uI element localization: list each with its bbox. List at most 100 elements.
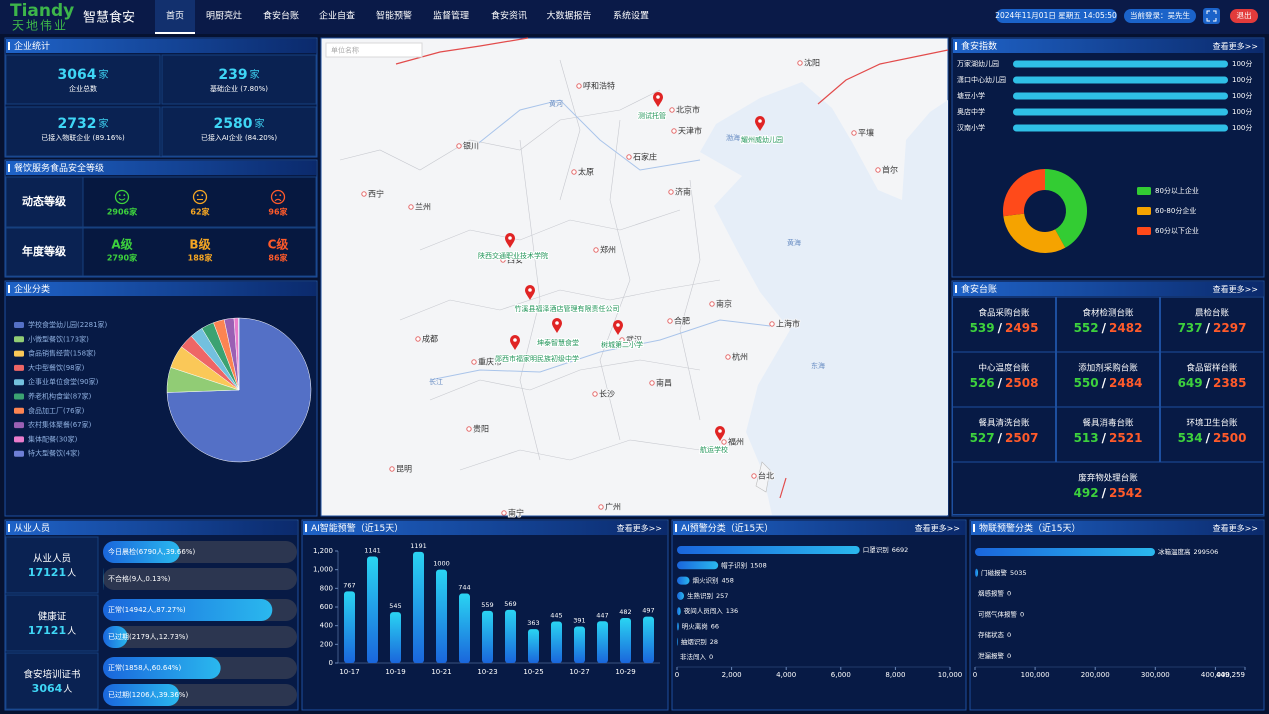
ledger-separator: / [1102, 376, 1107, 390]
value-label: 545 [389, 602, 401, 610]
ledger-name: 晨检台账 [1195, 308, 1230, 319]
more-link[interactable]: 查看更多>> [1213, 284, 1258, 294]
stat-number: 239 [218, 67, 247, 83]
legend-swatch [14, 364, 24, 371]
city-label: 南宁 [508, 508, 524, 518]
map-marker[interactable] [510, 335, 520, 350]
value-label: 5035 [1010, 569, 1027, 577]
datetime-pill [996, 9, 1117, 23]
more-link[interactable]: 查看更多>> [617, 523, 662, 533]
x-tick-label: 10,000 [938, 671, 963, 679]
marker-dot [616, 323, 620, 327]
panel-title: 企业分类 [14, 283, 50, 295]
nav-item[interactable]: 大数据报告 [546, 10, 591, 22]
more-link[interactable]: 查看更多>> [915, 523, 960, 533]
ledger-separator: / [1206, 376, 1211, 390]
marker-label[interactable]: 竹溪县福泽酒店管理有限责任公司 [514, 303, 621, 314]
city-dot [471, 359, 477, 365]
logout-button[interactable] [1230, 9, 1258, 23]
ledger-done: 552 [1074, 321, 1099, 335]
water-label: 渤海 [726, 133, 740, 142]
search-placeholder[interactable]: 单位名称 [331, 46, 359, 55]
legend-swatch [14, 350, 24, 357]
staff-number: 17121 [28, 624, 66, 637]
x-tick-label: 8,000 [885, 671, 905, 679]
bar [1013, 60, 1228, 68]
bar [551, 621, 562, 663]
marker-label[interactable]: 耀州威幼儿园 [740, 134, 784, 145]
grade-count: 2790家 [107, 253, 138, 263]
nav-item[interactable]: 食安资讯 [491, 10, 527, 22]
nav-item[interactable]: 企业自查 [319, 10, 355, 22]
ledger-cell [1056, 351, 1160, 408]
value-label: 0 [1007, 652, 1011, 660]
legend-label: 小微型餐饮(173家) [28, 334, 89, 343]
stat-number: 2732 [58, 116, 97, 132]
city-label: 长沙 [599, 389, 615, 399]
grade-row [82, 227, 317, 277]
panel [951, 37, 1265, 278]
bar [390, 612, 401, 663]
bar [677, 591, 685, 600]
ledger-total: 2495 [1005, 321, 1038, 335]
marker-label[interactable]: 测试托管 [637, 110, 667, 121]
city-label: 上海市 [776, 319, 800, 329]
nav-item[interactable]: 首页 [166, 10, 184, 22]
map-marker[interactable] [715, 426, 725, 441]
stat-cell [161, 54, 317, 105]
map-marker[interactable] [755, 116, 765, 131]
more-link[interactable]: 查看更多>> [1213, 523, 1258, 533]
nav-item[interactable]: 监督管理 [433, 10, 469, 22]
stat-unit: 家 [98, 117, 108, 130]
legend-label: 食品加工厂(76家) [28, 406, 85, 415]
value-label: 497 [642, 607, 654, 615]
city-dot [669, 107, 675, 113]
progress-bar [103, 599, 273, 621]
legend-swatch [14, 436, 24, 443]
logout[interactable]: 退出 [1237, 10, 1252, 20]
ledger-name: 食品留样台账 [1186, 363, 1238, 374]
map-marker[interactable] [653, 92, 663, 107]
value-label: 458 [722, 577, 734, 585]
ledger-total: 2297 [1213, 321, 1246, 335]
stat-label: 基础企业 (7.80%) [210, 84, 268, 93]
datetime: 2024年11月01日 星期五 14:05:50 [995, 10, 1117, 20]
panel-header-mark [8, 42, 10, 50]
panel-header [971, 521, 1263, 535]
marker-label[interactable]: 树城第二小学 [600, 339, 644, 350]
marker-label[interactable]: 航运学校 [699, 444, 729, 455]
grade-row-label: 年度等级 [22, 244, 67, 258]
ledger-value: 737/2297 [1178, 321, 1247, 335]
value-label: 391 [573, 617, 585, 625]
nav-item[interactable]: 明厨亮灶 [206, 10, 242, 22]
grade-label-cell [5, 227, 84, 277]
bar-label: 非法闯入 0 [680, 652, 713, 661]
nav-item[interactable]: 智能预警 [376, 10, 412, 22]
legend-swatch [14, 393, 24, 400]
marker-label[interactable]: 郧西市福家明民族初级中学 [494, 353, 580, 364]
city-label: 首尔 [882, 165, 898, 175]
ledger-cell [1056, 406, 1160, 463]
more-link[interactable]: 查看更多>> [1213, 41, 1258, 51]
nav-item[interactable]: 系统设置 [613, 10, 649, 22]
bar [574, 626, 585, 663]
y-tick-label: 1,000 [313, 566, 333, 574]
bar-label: 烟火识别 458 [693, 576, 734, 585]
fullscreen-button[interactable] [1203, 8, 1220, 24]
ledger-value: 550/2484 [1074, 376, 1143, 390]
marker-label[interactable]: 坤泰智慧食堂 [536, 337, 580, 348]
staff-label-cell [5, 536, 99, 594]
marker-dot [758, 119, 762, 123]
nav-item[interactable]: 食安台账 [263, 10, 299, 22]
map-marker[interactable] [525, 285, 535, 300]
marker-label[interactable]: 陕西交通职业技术学院 [477, 250, 549, 261]
map-marker[interactable] [552, 318, 562, 333]
grade-count: 2906家 [107, 207, 138, 217]
icon-eye [123, 194, 126, 197]
city-dot [571, 169, 577, 175]
city-dot [361, 191, 367, 197]
map-marker[interactable] [505, 233, 515, 248]
ledger-value: 513/2521 [1074, 431, 1143, 445]
map-marker[interactable] [613, 320, 623, 335]
